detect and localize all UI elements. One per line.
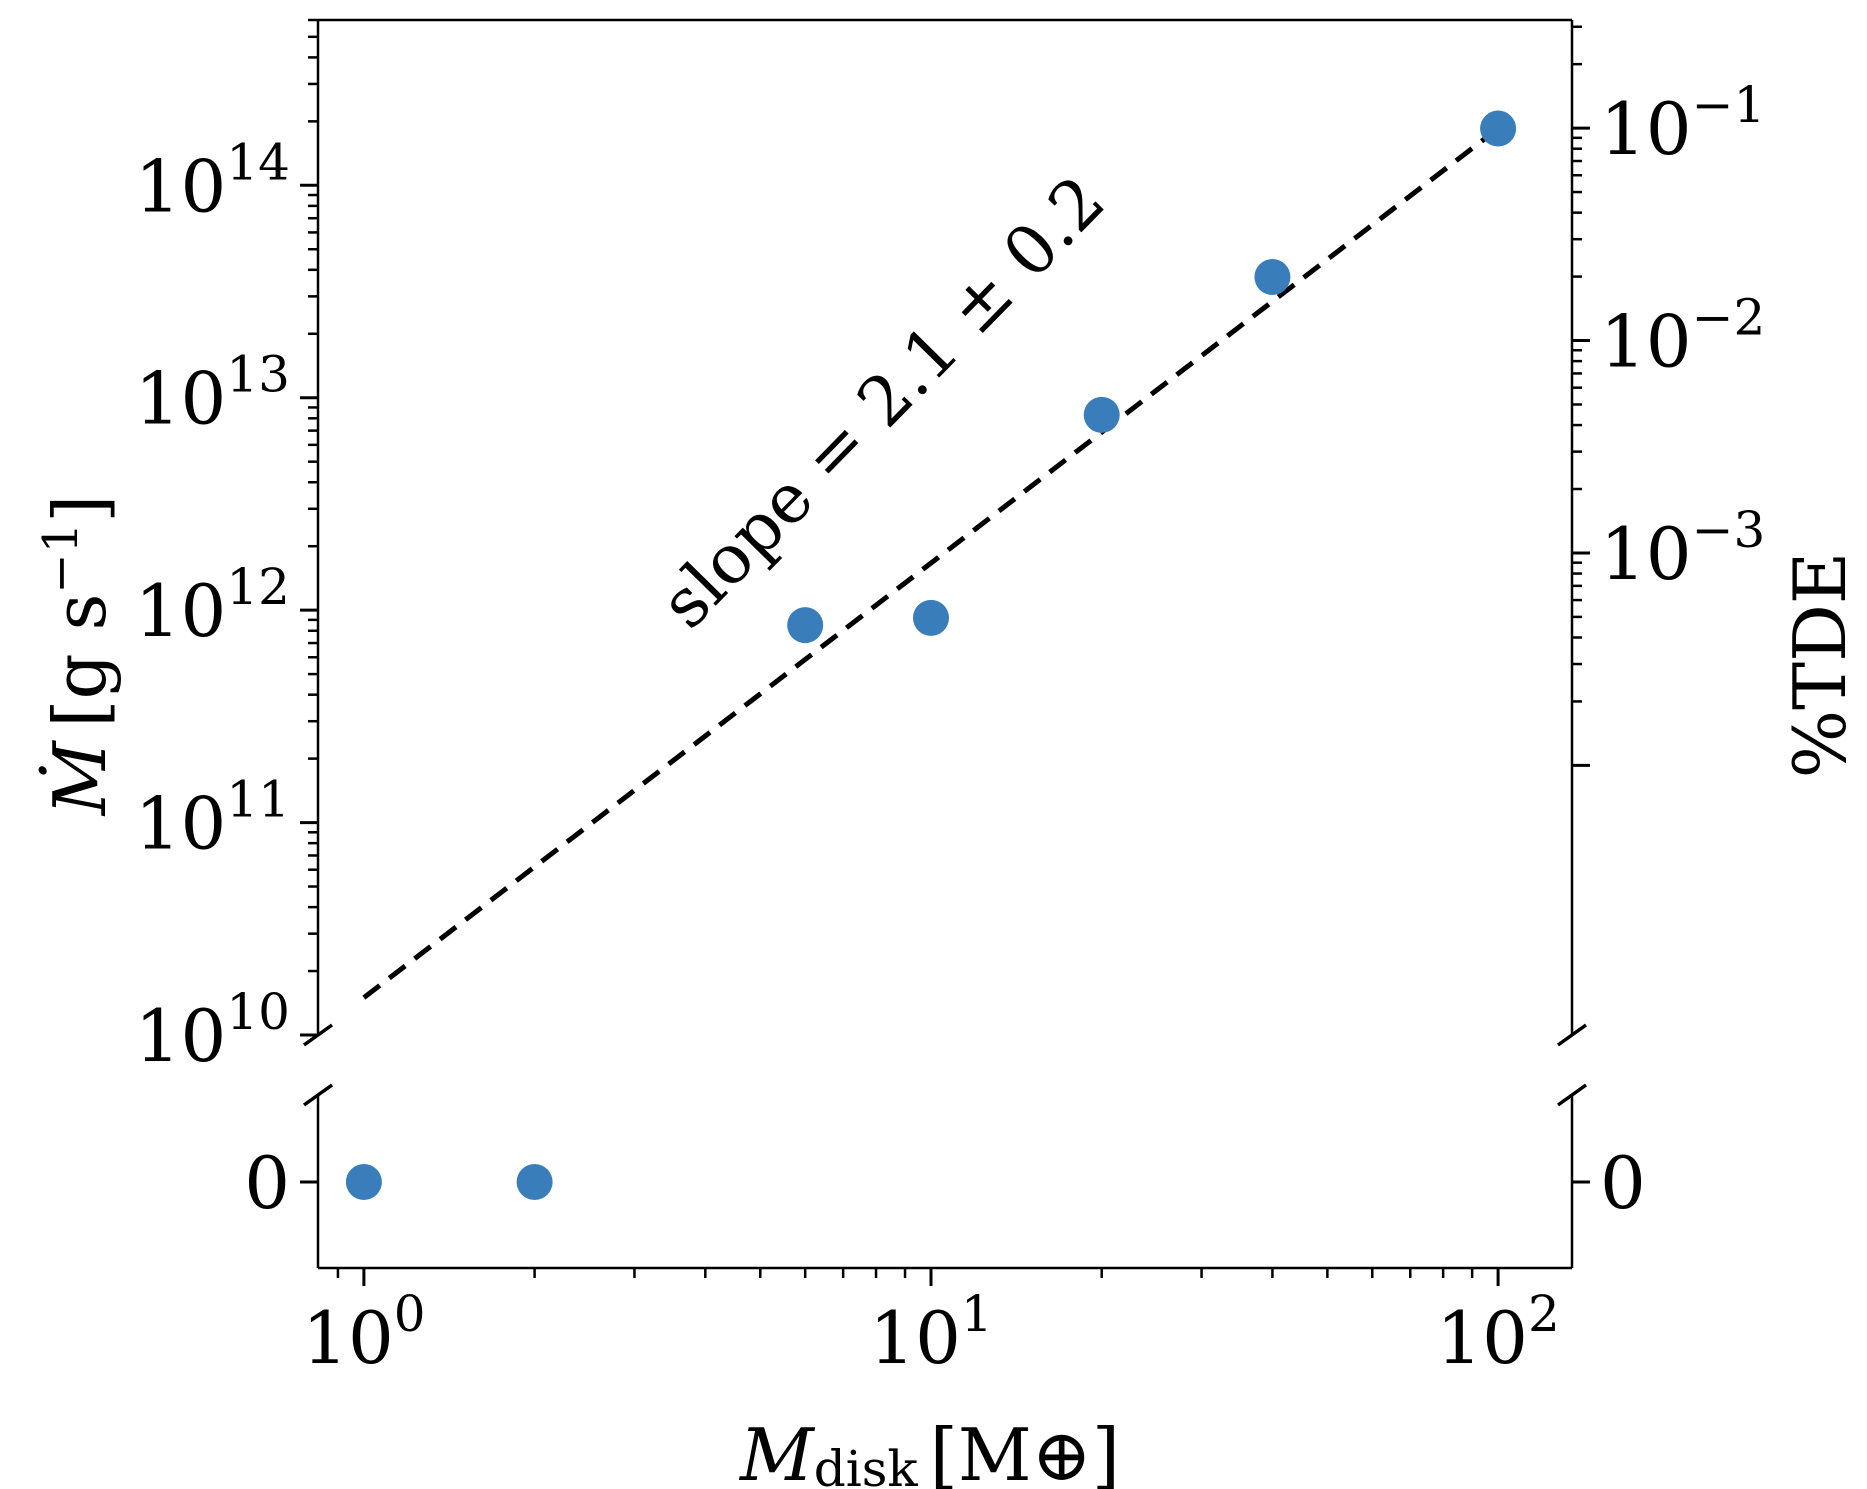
y-tick-label: 1011 [135,771,290,866]
y-tick-exp: 10 [226,983,290,1041]
right-tick-exp: −1 [1692,76,1766,134]
right-zero-label: 0 [1600,1141,1646,1225]
x-axis: 100 101 102 [302,1268,1560,1380]
slope-annotation: slope = 2.1 ± 0.2 [646,161,1121,644]
right-tick-base: 10 [1600,300,1692,384]
x-tick-label: 101 [869,1285,992,1380]
y-tick-base: 10 [135,357,227,441]
x-axis-label: Mdisk [M⊕] [738,1413,1120,1489]
y-tick-base: 10 [135,569,227,653]
x-tick-exp: 1 [961,1285,993,1343]
right-tick-exp: −3 [1692,501,1766,559]
y-label-close: ] [38,495,122,523]
break-mark-left-lower [302,1083,334,1107]
x-tick-label: 102 [1436,1285,1559,1380]
right-tick-label: 10−2 [1600,289,1765,384]
data-point [1254,259,1291,296]
data-point [516,1164,553,1200]
x-tick-label: 100 [302,1285,425,1380]
x-label-symbol: M [738,1413,816,1489]
y-tick-exp: 12 [226,558,290,616]
y-tick-base: 10 [135,994,227,1078]
right-tick-base: 10 [1600,512,1692,596]
axes-frame [302,18,1588,1270]
data-point [787,607,824,644]
right-tick-label: 10−3 [1600,501,1765,596]
y-label-unit-exp: −1 [33,523,89,594]
scatter-points [345,110,1517,1200]
break-mark-right-upper [1556,1023,1588,1047]
data-point [345,1164,382,1200]
data-point [1480,110,1517,147]
break-mark-right-lower [1556,1083,1588,1107]
fit-line-layer [362,126,1500,1000]
right-tick-base: 10 [1600,87,1692,171]
fit-line [362,126,1500,1000]
y-tick-base: 10 [135,144,227,228]
y-tick-exp: 13 [226,346,290,404]
x-tick-base: 10 [302,1296,394,1380]
right-y-axis-label: %TDE [1778,552,1862,779]
x-tick-base: 10 [1436,1296,1528,1380]
x-label-unit: [M⊕] [930,1413,1120,1489]
x-tick-exp: 2 [1528,1285,1560,1343]
y-tick-label: 1010 [135,983,290,1078]
y-zero-label: 0 [244,1141,290,1225]
left-y-axis-label: Ṁ [g s−1] [33,495,122,818]
data-point [1083,396,1120,433]
right-tick-label: 10−1 [1600,76,1765,171]
y-tick-label: 1012 [135,558,290,653]
x-tick-exp: 0 [394,1285,426,1343]
y-tick-base: 10 [135,782,227,866]
x-tick-base: 10 [869,1296,961,1380]
y-label-unit: [g s [38,594,122,728]
right-tick-exp: −2 [1692,289,1766,347]
right-y-axis: 10−310−210−10 [1572,25,1765,1225]
x-label-subscript: disk [814,1440,919,1489]
y-label-symbol: Ṁ [37,739,122,817]
y-tick-exp: 11 [226,771,290,829]
data-point [912,599,949,636]
y-tick-label: 1014 [135,133,290,228]
y-tick-exp: 14 [226,133,290,191]
y-tick-label: 1013 [135,346,290,441]
